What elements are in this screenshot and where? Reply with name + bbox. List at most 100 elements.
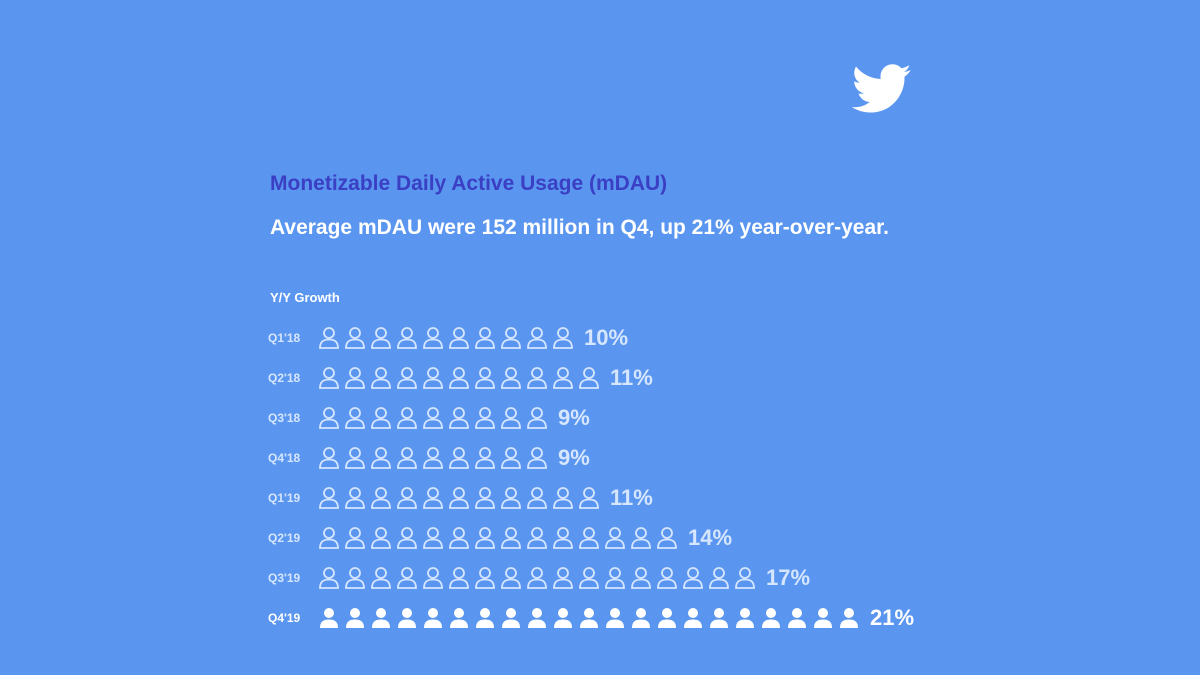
person-icon-group <box>318 523 682 553</box>
category-label: Q3'18 <box>268 411 301 425</box>
chart-row: Q3'18 9% <box>268 403 590 433</box>
category-label: Q1'18 <box>268 331 301 345</box>
person-icon <box>501 327 521 349</box>
person-icon <box>371 367 391 389</box>
person-icon <box>605 567 625 589</box>
person-icon <box>579 527 599 549</box>
person-icon <box>397 327 417 349</box>
person-icon <box>345 567 365 589</box>
person-icon <box>475 327 495 349</box>
person-icon <box>346 608 364 628</box>
chart-subtitle: Average mDAU were 152 million in Q4, up … <box>270 216 889 239</box>
chart-row: Q1'19 11% <box>268 483 653 513</box>
person-icon <box>424 608 442 628</box>
person-icon <box>840 608 858 628</box>
person-icon <box>554 608 572 628</box>
person-icon <box>449 567 469 589</box>
person-icon <box>684 608 702 628</box>
person-icon <box>345 367 365 389</box>
person-icon <box>371 567 391 589</box>
person-icon <box>345 407 365 429</box>
chart-row: Q4'18 9% <box>268 443 590 473</box>
person-icon <box>397 567 417 589</box>
person-icon <box>527 567 547 589</box>
person-icon <box>735 567 755 589</box>
person-icon <box>814 608 832 628</box>
person-icon <box>527 407 547 429</box>
person-icon <box>319 407 339 429</box>
category-label: Q2'18 <box>268 371 301 385</box>
person-icon <box>423 527 443 549</box>
person-icon <box>397 367 417 389</box>
person-icon <box>398 608 416 628</box>
category-label: Q1'19 <box>268 491 301 505</box>
person-icon <box>371 527 391 549</box>
chart-row: Q3'19 17% <box>268 563 810 593</box>
person-icon <box>371 487 391 509</box>
person-icon-group <box>318 403 552 433</box>
person-icon <box>423 327 443 349</box>
person-icon <box>397 447 417 469</box>
person-icon <box>553 367 573 389</box>
person-icon <box>501 527 521 549</box>
person-icon <box>788 608 806 628</box>
person-icon <box>345 327 365 349</box>
category-label: Q4'18 <box>268 451 301 465</box>
y-axis-label: Y/Y Growth <box>270 290 340 305</box>
person-icon <box>397 527 417 549</box>
person-icon <box>319 527 339 549</box>
person-icon <box>423 407 443 429</box>
person-icon <box>449 487 469 509</box>
person-icon <box>345 447 365 469</box>
person-icon <box>606 608 624 628</box>
person-icon <box>423 367 443 389</box>
person-icon <box>449 447 469 469</box>
person-icon <box>710 608 728 628</box>
value-label: 9% <box>558 405 590 430</box>
value-label: 14% <box>688 525 733 550</box>
person-icon <box>372 608 390 628</box>
person-icon <box>475 567 495 589</box>
person-icon <box>709 567 729 589</box>
person-icon <box>579 567 599 589</box>
person-icon <box>631 527 651 549</box>
person-icon <box>658 608 676 628</box>
person-icon <box>579 367 599 389</box>
person-icon <box>553 487 573 509</box>
person-icon <box>423 447 443 469</box>
person-icon <box>528 608 546 628</box>
person-icon <box>371 407 391 429</box>
person-icon <box>527 527 547 549</box>
person-icon <box>319 567 339 589</box>
person-icon <box>371 327 391 349</box>
chart-title: Monetizable Daily Active Usage (mDAU) <box>270 172 668 195</box>
person-icon <box>319 447 339 469</box>
person-icon <box>449 527 469 549</box>
person-icon <box>345 527 365 549</box>
person-icon <box>475 407 495 429</box>
person-icon <box>345 487 365 509</box>
person-icon <box>553 567 573 589</box>
person-icon <box>527 367 547 389</box>
person-icon <box>605 527 625 549</box>
person-icon <box>736 608 754 628</box>
person-icon-group <box>318 323 578 353</box>
person-icon-group <box>318 443 552 473</box>
person-icon <box>450 608 468 628</box>
person-icon <box>501 487 521 509</box>
person-icon <box>553 327 573 349</box>
person-icon <box>762 608 780 628</box>
person-icon <box>397 487 417 509</box>
person-icon <box>475 487 495 509</box>
person-icon <box>449 367 469 389</box>
person-icon <box>476 608 494 628</box>
chart-row: Q2'19 14% <box>268 523 732 553</box>
person-icon <box>371 447 391 469</box>
person-icon <box>423 567 443 589</box>
person-icon <box>580 608 598 628</box>
person-icon <box>449 407 469 429</box>
value-label: 17% <box>766 565 811 590</box>
person-icon <box>683 567 703 589</box>
person-icon <box>527 327 547 349</box>
person-icon-group <box>318 363 604 393</box>
